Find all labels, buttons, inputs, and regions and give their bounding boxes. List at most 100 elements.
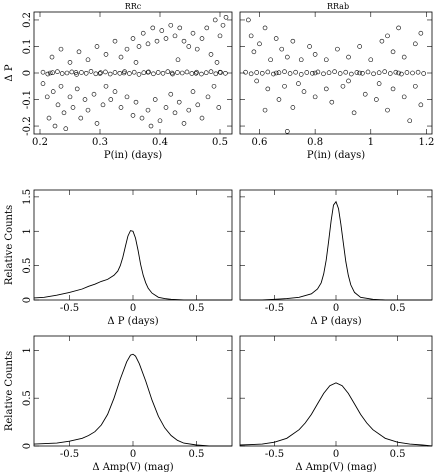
y-tick-label: 0 bbox=[22, 70, 33, 76]
scatter-point bbox=[374, 97, 379, 102]
scatter-point bbox=[323, 86, 329, 92]
scatter-point bbox=[273, 36, 279, 41]
scatter-point bbox=[179, 70, 185, 76]
scatter-point bbox=[168, 91, 174, 97]
scatter-point bbox=[396, 25, 401, 31]
scatter-point bbox=[332, 69, 337, 74]
scatter-point bbox=[163, 105, 169, 110]
scatter-point bbox=[189, 71, 195, 76]
scatter-point bbox=[44, 94, 50, 100]
scatter-point bbox=[163, 36, 169, 41]
scatter-point bbox=[401, 94, 407, 100]
x-tick-label: -0.5 bbox=[265, 303, 284, 314]
scatter-point bbox=[217, 69, 223, 75]
scatter-point bbox=[194, 46, 200, 52]
panel-title-rrc: RRc bbox=[125, 2, 142, 11]
scatter-point bbox=[203, 70, 209, 76]
x-tick-label: -0.5 bbox=[60, 449, 79, 460]
x-tick-label: 0 bbox=[333, 449, 339, 460]
scatter-point bbox=[74, 72, 79, 77]
scatter-point bbox=[94, 44, 100, 49]
scatter-point bbox=[290, 38, 296, 44]
scatter-point bbox=[124, 46, 130, 52]
scatter-point bbox=[214, 60, 220, 65]
scatter-point bbox=[371, 71, 376, 77]
panel-rrab-scatter: 0.6 0.8 1 1.2 P(in) (days) bbox=[239, 11, 434, 161]
scatter-point bbox=[415, 69, 421, 75]
scatter-point bbox=[216, 105, 222, 110]
scatter-point bbox=[160, 70, 166, 76]
scatter-point bbox=[208, 69, 214, 74]
distribution-line bbox=[33, 353, 232, 447]
scatter-point bbox=[169, 70, 175, 76]
scatter-point bbox=[40, 81, 46, 86]
panels: 0.2 0.3 0.4 0.5 -0.2 -0.1 0 0.1 0.2 P(in) (days) Δ… bbox=[4, 11, 434, 473]
scatter-point bbox=[307, 44, 312, 49]
scatter-point bbox=[279, 46, 285, 52]
x-tick-label: 0 bbox=[130, 303, 136, 314]
scatter-point bbox=[112, 89, 118, 94]
scatter-point bbox=[413, 41, 418, 47]
scatter-point bbox=[130, 113, 136, 118]
scatter-point bbox=[85, 57, 91, 63]
scatter-point bbox=[315, 69, 321, 75]
scatter-point bbox=[157, 118, 163, 124]
scatter-point bbox=[248, 33, 254, 39]
scatter-point bbox=[421, 71, 426, 76]
y-tick-label: 0.1 bbox=[22, 39, 33, 55]
scatter-point bbox=[103, 83, 109, 89]
scatter-point bbox=[262, 25, 268, 31]
scatter-point bbox=[390, 49, 396, 55]
plot-frame bbox=[33, 11, 233, 135]
scatter-point bbox=[59, 71, 65, 76]
scatter-point bbox=[141, 70, 147, 76]
scatter-point bbox=[168, 22, 174, 28]
scatter-point bbox=[298, 57, 304, 63]
scatter-point bbox=[172, 110, 178, 116]
scatter-point bbox=[404, 70, 410, 75]
scatter-point bbox=[382, 69, 387, 74]
y-axis-label: Δ P bbox=[4, 64, 15, 81]
x-tick-label: -0.5 bbox=[265, 449, 284, 460]
scatter-point bbox=[91, 91, 97, 97]
scatter-point bbox=[287, 71, 293, 76]
scatter-point bbox=[133, 60, 139, 65]
scatter-point bbox=[310, 70, 315, 76]
scatter-point bbox=[40, 69, 46, 75]
scatter-point bbox=[49, 54, 55, 60]
scatter-point bbox=[136, 72, 142, 77]
scatter-point bbox=[181, 121, 187, 126]
scatter-point bbox=[74, 86, 80, 92]
scatter-point bbox=[190, 30, 196, 36]
scatter-point bbox=[148, 123, 154, 129]
scatter-point bbox=[282, 69, 287, 74]
scatter-point bbox=[194, 69, 199, 75]
scatter-point bbox=[254, 70, 259, 75]
scatter-point bbox=[98, 70, 103, 76]
scatter-point bbox=[349, 71, 354, 77]
scatter-point bbox=[130, 36, 136, 41]
scatter-point bbox=[213, 71, 219, 77]
scatter-point bbox=[326, 70, 332, 76]
scatter-point bbox=[265, 86, 271, 92]
scatter-point bbox=[298, 72, 304, 77]
x-tick-label: 0 bbox=[333, 303, 339, 314]
scatter-point bbox=[340, 83, 346, 89]
scatter-point bbox=[103, 69, 108, 75]
x-tick-label: 0.5 bbox=[189, 303, 205, 314]
panel-rrc-scatter: 0.2 0.3 0.4 0.5 -0.2 -0.1 0 0.1 0.2 P(in) (days) Δ… bbox=[4, 11, 233, 161]
scatter-point bbox=[172, 33, 178, 39]
x-axis-label: P(in) (days) bbox=[307, 150, 365, 161]
plot-frame bbox=[33, 189, 233, 301]
y-tick-label: 0.2 bbox=[22, 12, 33, 28]
scatter-point bbox=[208, 52, 214, 57]
scatter-point bbox=[390, 86, 396, 92]
scatter-point bbox=[58, 83, 64, 89]
panel-rrab-dp-hist: -0.5 0 0.5 Δ P (days) bbox=[239, 189, 433, 327]
x-axis-label: Δ Amp(V) (mag) bbox=[295, 462, 376, 473]
scatter-point bbox=[177, 25, 183, 31]
panel-rrab-damp-hist: -0.5 0 0.5 Δ Amp(V) (mag) bbox=[239, 335, 433, 473]
scatter-point bbox=[58, 46, 64, 52]
x-tick-label: 1 bbox=[368, 137, 374, 148]
scatter-point bbox=[337, 71, 343, 76]
